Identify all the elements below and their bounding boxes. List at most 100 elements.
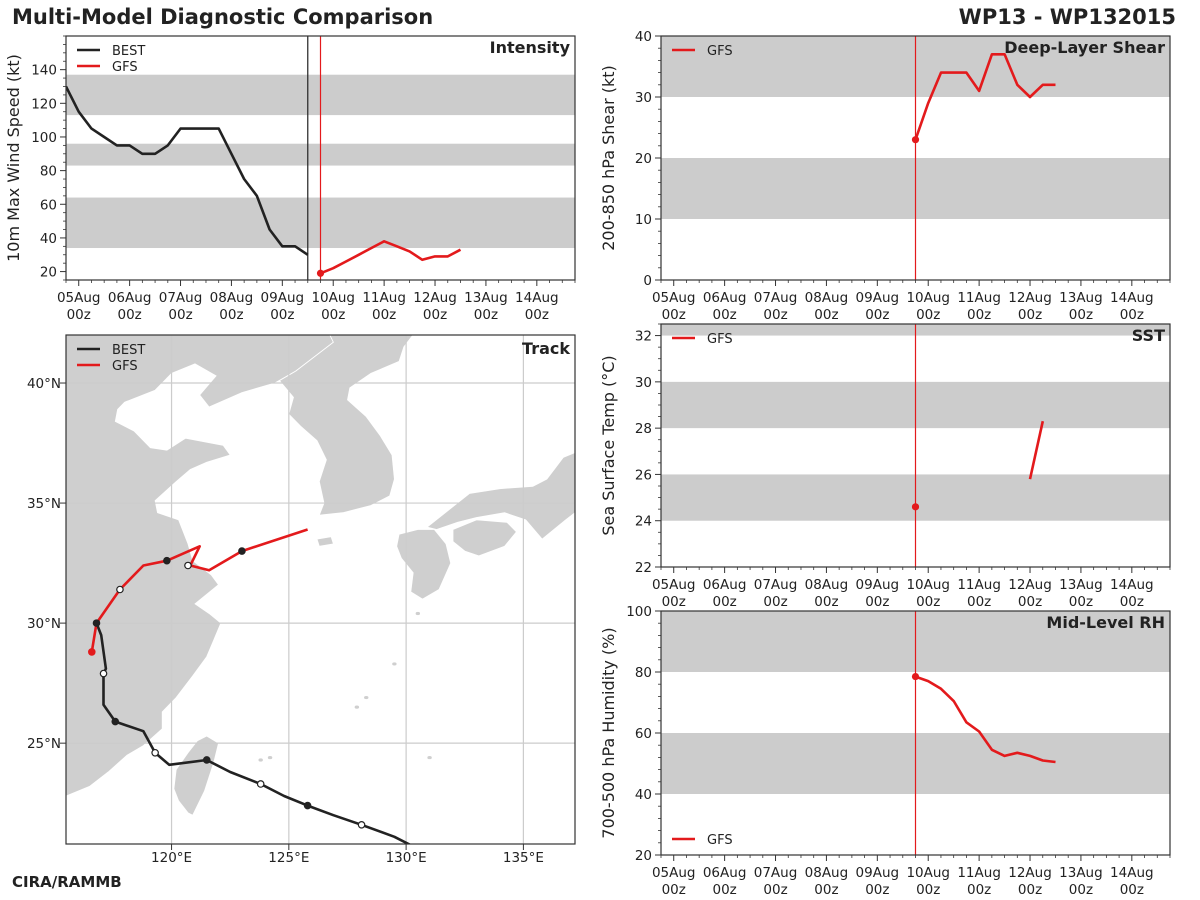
x-tick-label-hour: 00z	[814, 594, 838, 610]
legend-label-gfs: GFS	[707, 44, 733, 59]
lat-tick-label: 35°N	[27, 496, 61, 512]
land-mainland	[66, 335, 334, 797]
y-axis-label: 10m Max Wind Speed (kt)	[4, 54, 23, 262]
track-position-marker	[303, 801, 312, 810]
plot-area	[66, 36, 575, 280]
storm-id-label: WP13 - WP132015	[958, 5, 1176, 29]
credit-label: CIRA/RAMMB	[12, 873, 122, 891]
x-tick-label-hour: 00z	[916, 594, 940, 610]
land-taiwan	[173, 735, 219, 816]
panel-shear: 01020304005Aug00z06Aug00z07Aug00z08Aug00…	[599, 29, 1171, 323]
land-islet	[392, 662, 397, 666]
x-tick-label-hour: 00z	[865, 882, 889, 898]
series-start-marker	[911, 672, 920, 681]
legend-label-gfs: GFS	[112, 60, 138, 75]
track-position-marker	[184, 561, 192, 570]
x-tick-label-hour: 00z	[321, 307, 345, 323]
x-tick-label: 14Aug	[1110, 290, 1154, 306]
plot-area	[661, 36, 1170, 280]
y-tick-label: 60	[40, 197, 57, 213]
x-tick-label: 13Aug	[1059, 577, 1103, 593]
y-axis-label: Sea Surface Temp (°C)	[599, 355, 618, 535]
x-tick-label-hour: 00z	[712, 307, 736, 323]
y-tick-label: 20	[635, 151, 652, 167]
x-tick-label-hour: 00z	[814, 882, 838, 898]
figure-title: Multi-Model Diagnostic Comparison	[12, 5, 434, 29]
panel-rh: 2040608010005Aug00z06Aug00z07Aug00z08Aug…	[599, 604, 1171, 898]
land-islet	[364, 695, 369, 700]
panel-title: Deep-Layer Shear	[1004, 38, 1165, 57]
y-tick-label: 120	[31, 96, 57, 112]
legend-label-best: BEST	[112, 44, 145, 59]
series-start-marker	[911, 136, 920, 144]
x-tick-label: 10Aug	[311, 290, 355, 306]
x-tick-label: 11Aug	[362, 290, 406, 306]
land-islet	[427, 755, 432, 760]
x-tick-label-hour: 00z	[967, 882, 991, 898]
x-tick-label: 12Aug	[1008, 577, 1052, 593]
x-tick-label-hour: 00z	[967, 307, 991, 323]
x-tick-label: 11Aug	[957, 290, 1001, 306]
x-tick-label-hour: 00z	[525, 307, 549, 323]
legend-label-best: BEST	[112, 343, 145, 358]
land-islet	[415, 611, 421, 616]
series-line-best	[66, 85, 309, 256]
x-tick-label: 09Aug	[261, 290, 305, 306]
x-tick-label: 12Aug	[413, 290, 457, 306]
x-tick-label: 07Aug	[159, 290, 203, 306]
x-tick-label: 11Aug	[957, 865, 1001, 881]
y-tick-label: 140	[31, 63, 57, 79]
x-tick-label: 10Aug	[906, 290, 950, 306]
y-tick-label: 80	[40, 164, 57, 180]
x-tick-label: 14Aug	[1110, 577, 1154, 593]
panel-title: SST	[1132, 326, 1165, 345]
y-tick-label: 30	[635, 90, 652, 106]
x-tick-label-hour: 00z	[67, 307, 91, 323]
x-tick-label-hour: 00z	[814, 307, 838, 323]
y-axis-label: 200-850 hPa Shear (kt)	[599, 65, 618, 251]
y-tick-label: 26	[635, 467, 652, 483]
panel-track: 120°E 125°E 130°E 135°E 25°N 30°N 35°N 40°N Trac…	[27, 334, 576, 866]
series-line-gfs	[914, 52, 1056, 141]
plot-area	[661, 611, 1170, 855]
x-tick-label: 08Aug	[805, 577, 849, 593]
x-tick-label: 13Aug	[464, 290, 508, 306]
x-tick-label: 09Aug	[856, 865, 900, 881]
lat-tick-label: 25°N	[27, 736, 61, 752]
series-line-gfs	[1028, 420, 1045, 480]
x-tick-label-hour: 00z	[1120, 307, 1144, 323]
x-tick-label: 08Aug	[805, 290, 849, 306]
x-tick-label: 12Aug	[1008, 865, 1052, 881]
track-position-marker	[256, 780, 265, 788]
y-tick-label: 0	[643, 273, 652, 289]
y-tick-label: 100	[626, 604, 652, 620]
land-jeju	[316, 536, 334, 547]
x-tick-label-hour: 00z	[967, 594, 991, 610]
y-tick-label: 20	[635, 848, 652, 864]
x-tick-label-hour: 00z	[1069, 594, 1093, 610]
x-tick-label: 09Aug	[856, 290, 900, 306]
x-tick-label-hour: 00z	[712, 594, 736, 610]
series-start-marker	[911, 503, 920, 511]
x-tick-label: 13Aug	[1059, 865, 1103, 881]
x-tick-label: 05Aug	[652, 865, 696, 881]
x-tick-label: 11Aug	[957, 577, 1001, 593]
panel-title: Track	[522, 339, 570, 358]
lon-tick-label: 135°E	[503, 850, 544, 866]
x-tick-label-hour: 00z	[763, 882, 787, 898]
y-tick-label: 60	[635, 726, 652, 742]
x-tick-label: 12Aug	[1008, 290, 1052, 306]
panel-sst: 22242628303205Aug00z06Aug00z07Aug00z08Au…	[599, 323, 1171, 610]
y-tick-label: 22	[635, 560, 652, 576]
x-tick-label-hour: 00z	[474, 307, 498, 323]
x-tick-label: 05Aug	[57, 290, 101, 306]
track-position-marker	[99, 669, 108, 678]
lon-tick-label: 120°E	[151, 850, 192, 866]
x-tick-label-hour: 00z	[1069, 307, 1093, 323]
track-position-marker	[111, 717, 120, 726]
land-islet	[354, 705, 360, 709]
x-tick-label-hour: 00z	[865, 594, 889, 610]
x-tick-label: 07Aug	[754, 290, 798, 306]
land-honshu	[426, 452, 575, 540]
